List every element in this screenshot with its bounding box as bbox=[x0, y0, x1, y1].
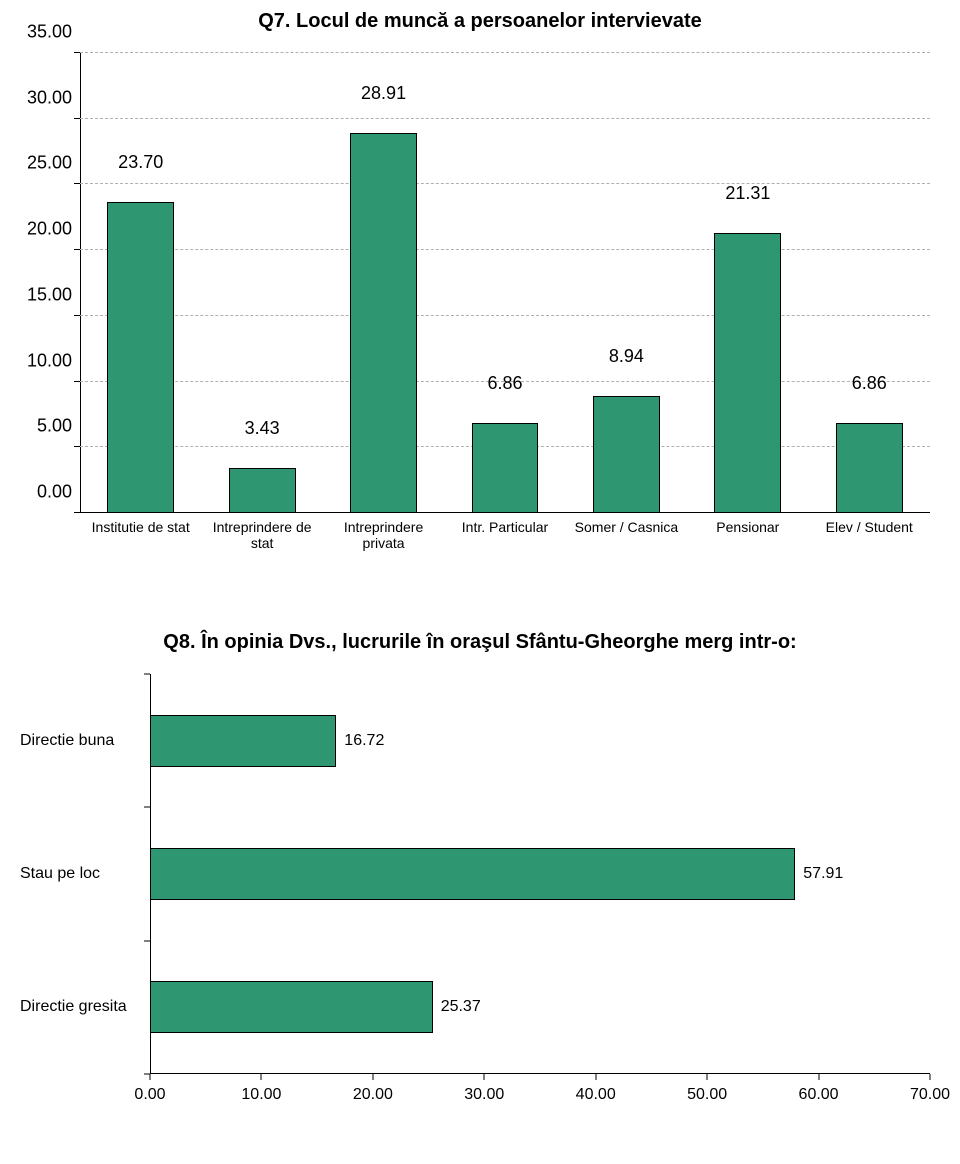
chart-q7-value-label: 8.94 bbox=[609, 346, 644, 371]
chart-q8-xtick-mark bbox=[595, 1074, 596, 1080]
chart-q7-x-label: Somer / Casnica bbox=[566, 519, 687, 551]
chart-q7-x-label: Elev / Student bbox=[809, 519, 930, 551]
chart-q7-y-axis bbox=[80, 53, 81, 513]
chart-q8-ytick-mark bbox=[144, 940, 150, 941]
chart-q7-gridline bbox=[80, 52, 930, 53]
chart-q7-x-label: Intreprindere de stat bbox=[201, 519, 322, 551]
chart-q7-x-label: Intr. Particular bbox=[444, 519, 565, 551]
chart-q7-bar bbox=[714, 233, 781, 513]
chart-q7-bar bbox=[107, 202, 174, 513]
chart-q7-bar bbox=[836, 423, 903, 513]
chart-q7-gridline bbox=[80, 183, 930, 184]
chart-q7-ytick-mark bbox=[74, 381, 80, 382]
chart-q8-xtick-label: 30.00 bbox=[464, 1086, 504, 1104]
chart-q8-xtick-label: 10.00 bbox=[241, 1086, 281, 1104]
chart-q8-xtick-label: 60.00 bbox=[799, 1086, 839, 1104]
chart-q7-ytick-mark bbox=[74, 446, 80, 447]
chart-q7-bar bbox=[593, 396, 660, 513]
chart-q7-bar bbox=[350, 133, 417, 513]
chart-q7-x-label: Institutie de stat bbox=[80, 519, 201, 551]
chart-q7-value-label: 23.70 bbox=[118, 152, 163, 177]
chart-q8-xtick-label: 70.00 bbox=[910, 1086, 950, 1104]
chart-q8-value-label: 25.37 bbox=[433, 998, 481, 1016]
chart-q8-xtick-mark bbox=[818, 1074, 819, 1080]
chart-q7-ytick-mark bbox=[74, 118, 80, 119]
chart-q7-bar bbox=[472, 423, 539, 513]
chart-q7-x-label: Intreprindere privata bbox=[323, 519, 444, 551]
chart-q7-value-label: 3.43 bbox=[245, 418, 280, 443]
chart-q7-ytick-label: 0.00 bbox=[20, 482, 80, 503]
chart-q7-ytick-mark bbox=[74, 512, 80, 513]
chart-q8-ytick-mark bbox=[144, 674, 150, 675]
chart-q7-ytick-mark bbox=[74, 249, 80, 250]
chart-q8-title: Q8. În opinia Dvs., lucrurile în oraşul … bbox=[20, 631, 940, 654]
chart-q7-ytick-label: 15.00 bbox=[20, 284, 80, 305]
chart-q8-xtick-mark bbox=[484, 1074, 485, 1080]
chart-q7-title: Q7. Locul de muncă a persoanelor intervi… bbox=[20, 10, 940, 33]
chart-q8-value-label: 57.91 bbox=[795, 865, 843, 883]
chart-q8: Q8. În opinia Dvs., lucrurile în oraşul … bbox=[20, 631, 940, 1106]
chart-q7-value-label: 6.86 bbox=[487, 373, 522, 398]
chart-q7-ytick-label: 35.00 bbox=[20, 22, 80, 43]
chart-q8-xtick-label: 20.00 bbox=[353, 1086, 393, 1104]
chart-q7-ytick-mark bbox=[74, 52, 80, 53]
chart-q7-x-label: Pensionar bbox=[687, 519, 808, 551]
chart-q8-value-label: 16.72 bbox=[336, 732, 384, 750]
chart-q7-ytick-mark bbox=[74, 315, 80, 316]
chart-q8-xtick-label: 0.00 bbox=[134, 1086, 165, 1104]
chart-q8-bar bbox=[150, 981, 433, 1033]
chart-q7-ytick-label: 10.00 bbox=[20, 350, 80, 371]
chart-q8-bar bbox=[150, 848, 795, 900]
chart-q7-gridline bbox=[80, 249, 930, 250]
chart-q7-ytick-label: 25.00 bbox=[20, 153, 80, 174]
chart-q7-x-labels: Institutie de statIntreprindere de statI… bbox=[80, 519, 930, 551]
chart-q8-xtick-label: 50.00 bbox=[687, 1086, 727, 1104]
chart-q8-xtick-mark bbox=[150, 1074, 151, 1080]
chart-q7-value-label: 6.86 bbox=[852, 373, 887, 398]
chart-q7-ytick-label: 20.00 bbox=[20, 219, 80, 240]
chart-q8-xtick-mark bbox=[372, 1074, 373, 1080]
chart-q7-value-label: 21.31 bbox=[725, 183, 770, 208]
chart-q8-y-label: Directie buna bbox=[20, 732, 150, 750]
chart-q7: Q7. Locul de muncă a persoanelor intervi… bbox=[20, 10, 940, 551]
chart-q7-gridline bbox=[80, 315, 930, 316]
chart-q7-gridline bbox=[80, 118, 930, 119]
chart-q7-ytick-label: 5.00 bbox=[20, 416, 80, 437]
chart-q8-x-labels: 0.0010.0020.0030.0040.0050.0060.0070.00 bbox=[150, 1086, 930, 1106]
chart-q7-ytick-mark bbox=[74, 183, 80, 184]
chart-q7-bar bbox=[229, 468, 296, 513]
chart-q8-xtick-mark bbox=[707, 1074, 708, 1080]
chart-q7-plot: 0.005.0010.0015.0020.0025.0030.0035.0023… bbox=[80, 53, 930, 513]
chart-q8-xtick-label: 40.00 bbox=[576, 1086, 616, 1104]
chart-q8-ytick-mark bbox=[144, 807, 150, 808]
chart-q8-x-axis bbox=[150, 1073, 930, 1074]
chart-q8-y-label: Directie gresita bbox=[20, 998, 150, 1016]
chart-q8-plot: Directie buna16.72Stau pe loc57.91Direct… bbox=[150, 674, 930, 1074]
chart-q7-value-label: 28.91 bbox=[361, 83, 406, 108]
chart-q8-xtick-mark bbox=[930, 1074, 931, 1080]
chart-q8-xtick-mark bbox=[261, 1074, 262, 1080]
chart-q8-bar bbox=[150, 715, 336, 767]
chart-q8-y-label: Stau pe loc bbox=[20, 865, 150, 883]
chart-q7-ytick-label: 30.00 bbox=[20, 87, 80, 108]
